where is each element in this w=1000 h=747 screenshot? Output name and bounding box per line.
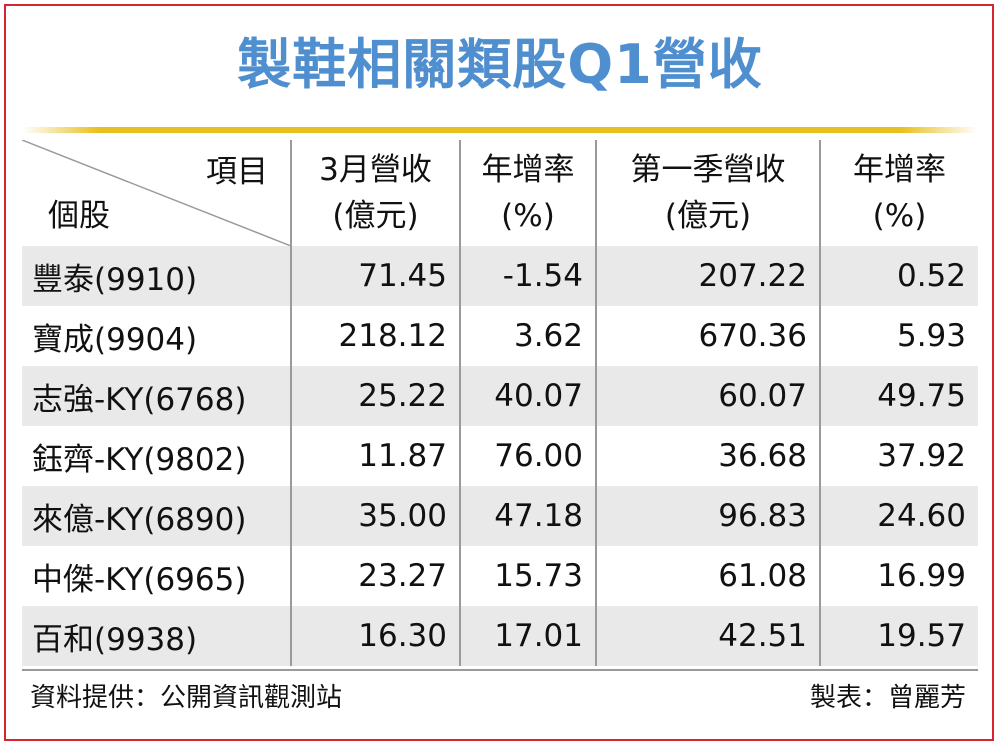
q1-yoy-cell: 37.92 (819, 426, 978, 486)
march-yoy-cell: 15.73 (459, 546, 596, 606)
table-body: 豐泰(9910) 71.45 -1.54 207.22 0.52 寶成(9904… (22, 246, 978, 666)
q1-yoy-cell: 16.99 (819, 546, 978, 606)
march-yoy-cell: 17.01 (459, 606, 596, 666)
q1-yoy-cell: 5.93 (819, 306, 978, 366)
march-revenue-cell: 16.30 (290, 606, 460, 666)
header-line1: 第一季營收 (630, 152, 786, 188)
stock-name-cell: 中傑-KY(6965) (32, 561, 247, 598)
q1-revenue-cell: 96.83 (595, 486, 820, 546)
table-row: 來億-KY(6890) 35.00 47.18 96.83 24.60 (22, 486, 978, 546)
march-revenue-cell: 25.22 (290, 366, 460, 426)
q1-revenue-cell: 60.07 (595, 366, 820, 426)
header-line2: (%) (872, 198, 927, 234)
corner-diagonal-line (22, 140, 291, 246)
march-yoy-cell: 47.18 (459, 486, 596, 546)
march-revenue-cell: 11.87 (290, 426, 460, 486)
header-row: 項目 個股 3月營收 (億元) 年增率 (%) 第一季營收 (億元) 年增率 (… (22, 140, 978, 246)
header-line1: 年增率 (853, 152, 946, 188)
q1-yoy-cell: 49.75 (819, 366, 978, 426)
header-line1: 3月營收 (319, 152, 432, 188)
page-title: 製鞋相關類股Q1營收 (237, 33, 763, 96)
march-revenue-cell: 218.12 (290, 306, 460, 366)
march-revenue-cell: 35.00 (290, 486, 460, 546)
title-divider (22, 127, 978, 133)
q1-yoy-cell: 24.60 (819, 486, 978, 546)
header-cell: 年增率 (%) (819, 140, 978, 246)
stock-name-cell: 志強-KY(6768) (22, 366, 291, 426)
q1-revenue-cell: 61.08 (595, 546, 820, 606)
q1-revenue-cell: 42.51 (595, 606, 820, 666)
q1-revenue-cell: 670.36 (595, 306, 820, 366)
stock-name-cell: 來億-KY(6890) (22, 486, 291, 546)
march-revenue-cell: 71.45 (290, 246, 460, 306)
footer-divider (22, 669, 978, 671)
q1-yoy-cell: 19.57 (819, 606, 978, 666)
table-row: 鈺齊-KY(9802) 11.87 76.00 36.68 37.92 (22, 426, 978, 486)
march-yoy-cell: 76.00 (459, 426, 596, 486)
stock-name-cell: 鈺齊-KY(9802) (32, 441, 247, 478)
table-row: 豐泰(9910) 71.45 -1.54 207.22 0.52 (22, 246, 978, 306)
header-line2: (億元) (332, 198, 419, 234)
header-line2: (億元) (664, 198, 752, 234)
author-credit: 製表：曾麗芳 (809, 683, 966, 713)
corner-header-cell: 項目 個股 (22, 140, 291, 246)
q1-revenue-cell: 36.68 (595, 426, 820, 486)
q1-revenue-cell: 207.22 (595, 246, 820, 306)
march-revenue-cell: 23.27 (290, 546, 460, 606)
corner-label-stock: 個股 (48, 198, 110, 234)
header-cell: 年增率 (%) (459, 140, 596, 246)
q1-yoy-cell: 0.52 (819, 246, 978, 306)
header-cell: 3月營收 (億元) (290, 140, 460, 246)
header-line1: 年增率 (481, 152, 575, 188)
corner-label-item: 項目 (206, 154, 268, 190)
revenue-table: 項目 個股 3月營收 (億元) 年增率 (%) 第一季營收 (億元) 年增率 (… (22, 140, 978, 666)
header-cell: 第一季營收 (億元) (595, 140, 820, 246)
source-note: 資料提供：公開資訊觀測站 (30, 683, 343, 713)
table-row: 百和(9938) 16.30 17.01 42.51 19.57 (22, 606, 978, 666)
table-row: 志強-KY(6768) 25.22 40.07 60.07 49.75 (22, 366, 978, 426)
table-row: 中傑-KY(6965) 23.27 15.73 61.08 16.99 (22, 546, 978, 606)
stock-name-cell: 百和(9938) (22, 606, 291, 666)
march-yoy-cell: 40.07 (459, 366, 596, 426)
table-row: 寶成(9904) 218.12 3.62 670.36 5.93 (22, 306, 978, 366)
table-header: 項目 個股 3月營收 (億元) 年增率 (%) 第一季營收 (億元) 年增率 (… (22, 140, 978, 246)
header-line2: (%) (501, 198, 555, 234)
march-yoy-cell: 3.62 (459, 306, 596, 366)
march-yoy-cell: -1.54 (459, 246, 596, 306)
stock-name-cell: 豐泰(9910) (22, 246, 291, 306)
stock-name-cell: 寶成(9904) (32, 321, 198, 358)
